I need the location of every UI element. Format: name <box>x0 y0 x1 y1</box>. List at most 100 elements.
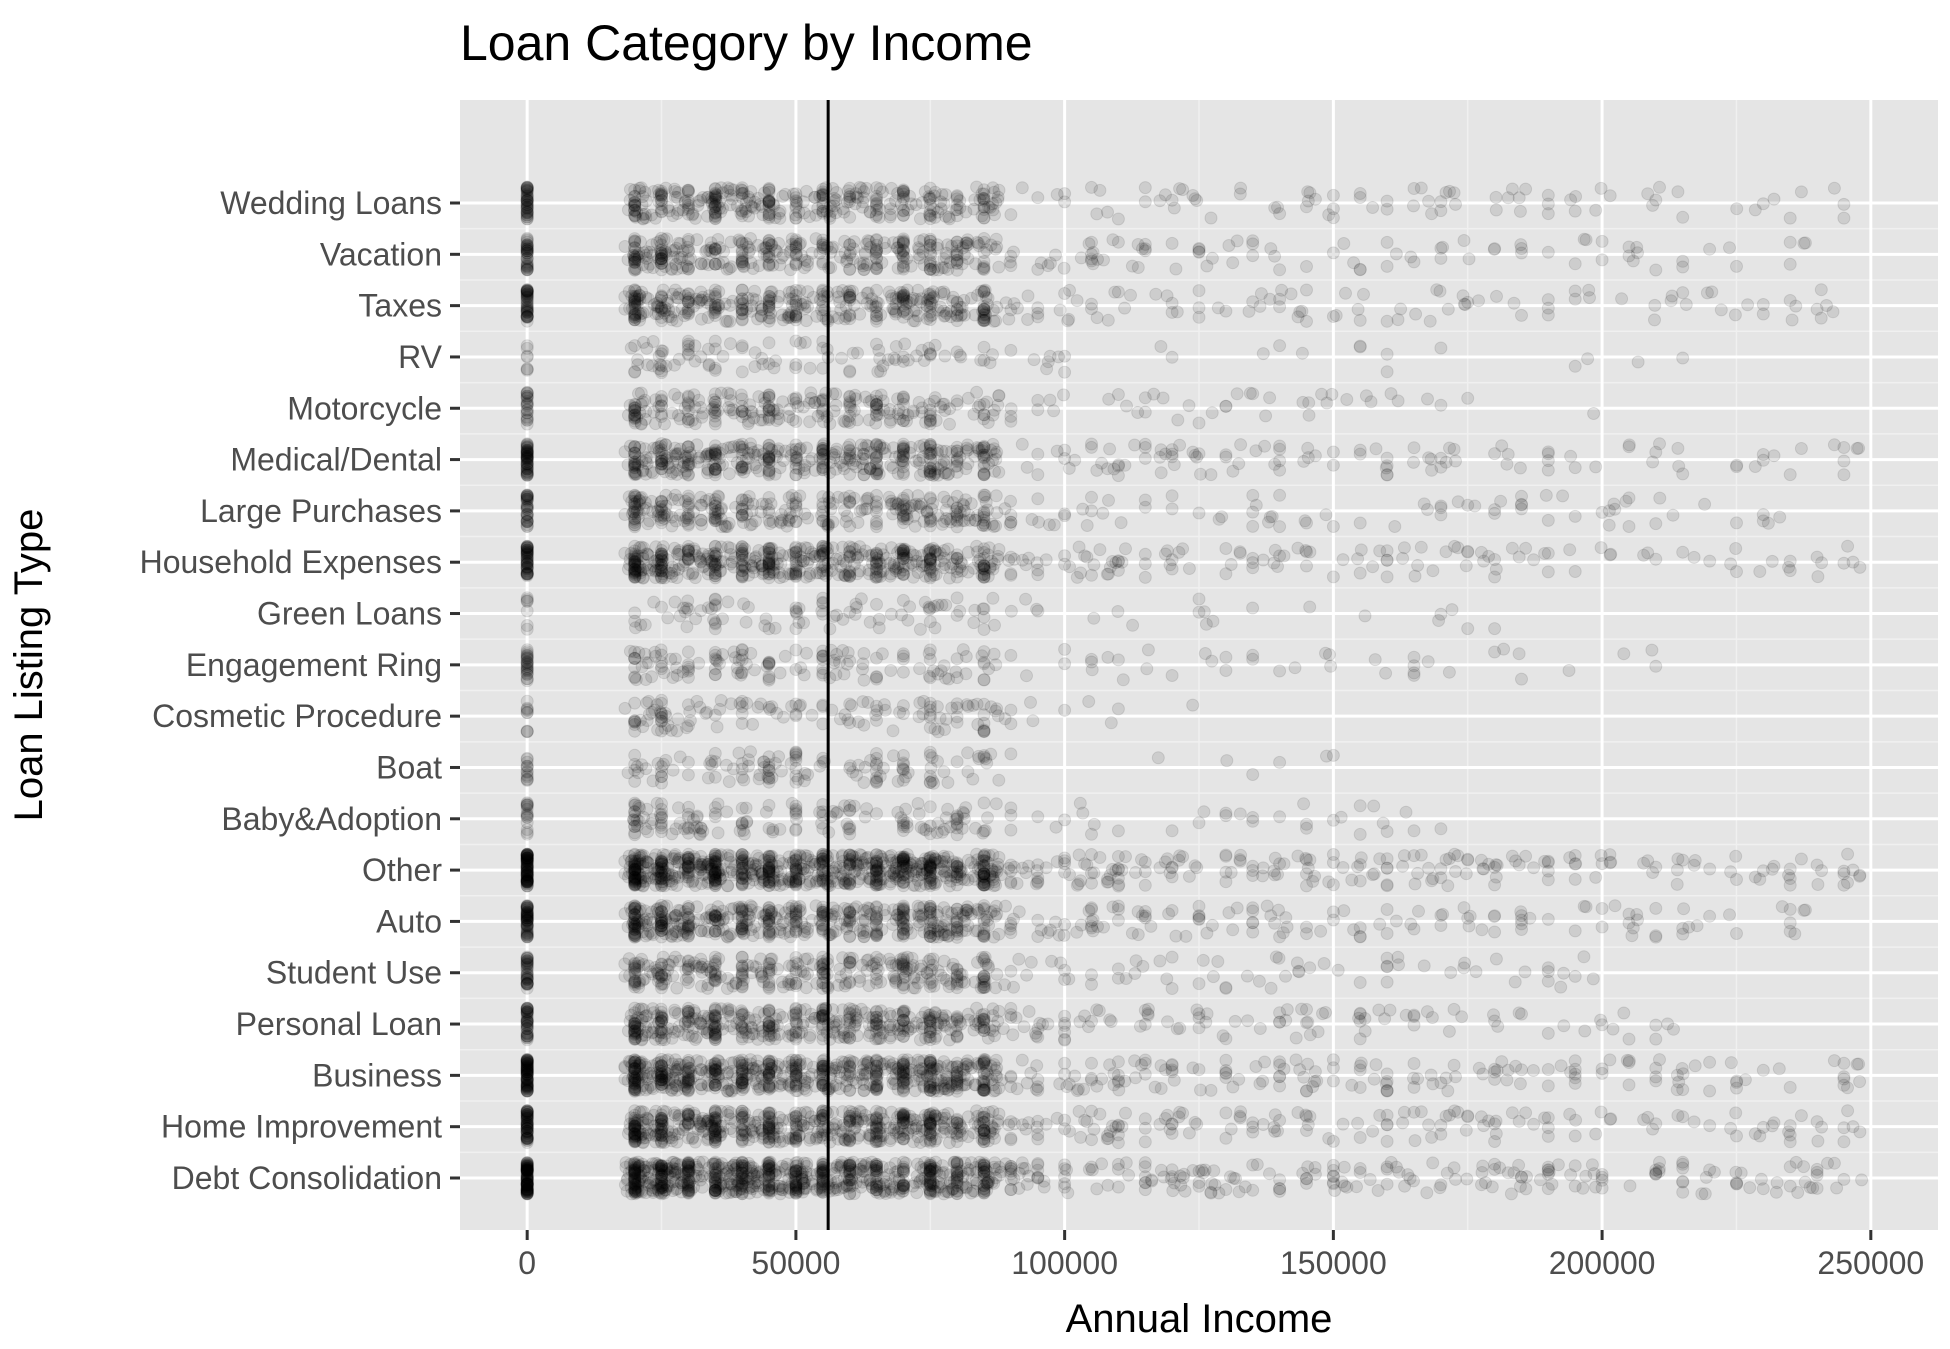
data-point <box>1504 1187 1518 1201</box>
data-point <box>1407 1174 1420 1188</box>
data-point <box>1512 1114 1526 1128</box>
data-point <box>762 1183 776 1197</box>
data-point <box>520 1168 534 1182</box>
data-point <box>950 1156 964 1170</box>
data-point <box>793 1162 807 1176</box>
data-point <box>1434 1178 1448 1192</box>
data-point <box>1578 1024 1592 1038</box>
data-point <box>1463 909 1477 923</box>
data-point <box>1273 930 1287 944</box>
data-point <box>625 1187 639 1201</box>
data-point <box>1815 1120 1829 1134</box>
data-point <box>1072 1104 1086 1118</box>
data-point <box>1246 1158 1260 1172</box>
data-point <box>1407 1057 1421 1070</box>
data-point <box>937 1165 951 1179</box>
data-point <box>687 1171 701 1185</box>
data-point <box>778 1060 792 1074</box>
data-point <box>923 976 937 990</box>
data-point <box>655 1123 668 1137</box>
data-point <box>1336 1117 1350 1131</box>
data-point <box>768 1164 782 1178</box>
data-point <box>1703 1084 1717 1098</box>
data-point <box>896 1022 910 1035</box>
data-point <box>1554 980 1568 994</box>
data-point <box>1317 957 1331 970</box>
data-point <box>797 1176 811 1190</box>
data-point <box>1589 1127 1603 1141</box>
data-point <box>803 1028 817 1042</box>
data-point <box>1296 1166 1310 1180</box>
data-point <box>1595 920 1609 934</box>
data-point <box>896 1060 910 1073</box>
data-point <box>1219 1106 1233 1120</box>
data-point <box>1676 1083 1690 1097</box>
data-point <box>714 1177 728 1191</box>
data-point <box>857 930 871 944</box>
data-point <box>1049 915 1062 929</box>
data-point <box>1568 969 1582 983</box>
data-point <box>520 1016 534 1030</box>
data-point <box>813 1181 827 1195</box>
data-point <box>1488 1135 1502 1148</box>
data-point <box>1513 1179 1527 1193</box>
data-point <box>655 1182 668 1195</box>
data-point <box>665 1031 679 1045</box>
data-point <box>1128 1054 1142 1068</box>
data-point <box>1589 870 1603 884</box>
data-point <box>1412 904 1425 918</box>
data-point <box>681 1163 695 1177</box>
data-point <box>762 1160 776 1174</box>
data-point <box>1273 1006 1287 1020</box>
data-point <box>656 1184 670 1198</box>
data-point <box>1447 1161 1461 1175</box>
data-point <box>1031 1158 1045 1172</box>
data-point <box>1563 1107 1577 1121</box>
data-point <box>1653 1155 1666 1169</box>
data-point <box>1328 1184 1342 1197</box>
data-point <box>1153 954 1167 968</box>
data-point <box>1351 1116 1365 1130</box>
data-point <box>843 1167 857 1181</box>
data-point <box>1273 1079 1287 1093</box>
data-point <box>1837 1135 1851 1149</box>
data-point <box>784 1132 798 1146</box>
data-point <box>695 1180 709 1194</box>
data-point <box>1085 1163 1099 1177</box>
data-point <box>896 922 910 936</box>
data-point <box>1837 1070 1851 1084</box>
data-point <box>786 959 800 973</box>
data-point <box>1501 1166 1515 1180</box>
data-point <box>520 1187 534 1201</box>
data-point <box>923 1177 937 1191</box>
data-point <box>944 977 958 991</box>
data-point <box>773 1179 787 1193</box>
data-point <box>1373 917 1387 931</box>
data-point <box>1414 1105 1428 1119</box>
data-point <box>1350 1180 1363 1194</box>
data-point <box>1460 1172 1474 1186</box>
data-point <box>628 1113 642 1127</box>
data-point <box>843 951 857 965</box>
data-point <box>896 1181 910 1195</box>
data-point <box>1353 921 1367 935</box>
data-point <box>649 1173 663 1187</box>
data-point <box>1141 1007 1155 1021</box>
data-point <box>762 1159 776 1173</box>
data-point <box>1515 1007 1528 1021</box>
data-point <box>1138 1183 1152 1197</box>
data-point <box>655 1181 669 1195</box>
data-point <box>992 1081 1006 1095</box>
data-point <box>1314 924 1328 938</box>
data-point <box>856 1073 869 1086</box>
data-point <box>1246 1125 1260 1139</box>
data-point <box>1295 1002 1309 1016</box>
data-point <box>1723 908 1736 922</box>
data-point <box>708 1175 722 1189</box>
data-point <box>801 1106 815 1120</box>
data-point <box>1082 904 1096 918</box>
data-point <box>748 1073 761 1087</box>
data-point <box>1353 1032 1367 1046</box>
data-point <box>1458 956 1472 970</box>
data-point <box>762 930 776 944</box>
